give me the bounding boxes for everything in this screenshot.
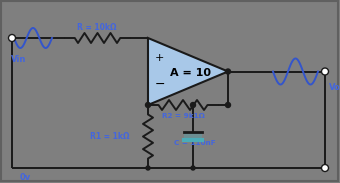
Circle shape xyxy=(322,165,328,171)
Text: Vout: Vout xyxy=(329,83,340,92)
Text: A = 10: A = 10 xyxy=(170,68,211,79)
Circle shape xyxy=(225,69,231,74)
Circle shape xyxy=(190,102,195,107)
Polygon shape xyxy=(148,38,228,105)
Circle shape xyxy=(322,68,328,75)
Text: 0v: 0v xyxy=(20,173,31,182)
Circle shape xyxy=(146,102,151,107)
Text: +: + xyxy=(155,53,164,63)
Circle shape xyxy=(191,166,195,170)
Circle shape xyxy=(8,35,16,42)
Text: Vin: Vin xyxy=(11,55,27,64)
Text: C = 110nF: C = 110nF xyxy=(174,140,216,146)
Text: R1 = 1kΩ: R1 = 1kΩ xyxy=(90,132,130,141)
Text: R2 = 9k1Ω: R2 = 9k1Ω xyxy=(162,113,204,119)
Text: R = 10kΩ: R = 10kΩ xyxy=(77,23,117,31)
Bar xyxy=(184,132,202,139)
Circle shape xyxy=(146,166,150,170)
Circle shape xyxy=(225,102,231,107)
Text: −: − xyxy=(155,78,166,91)
